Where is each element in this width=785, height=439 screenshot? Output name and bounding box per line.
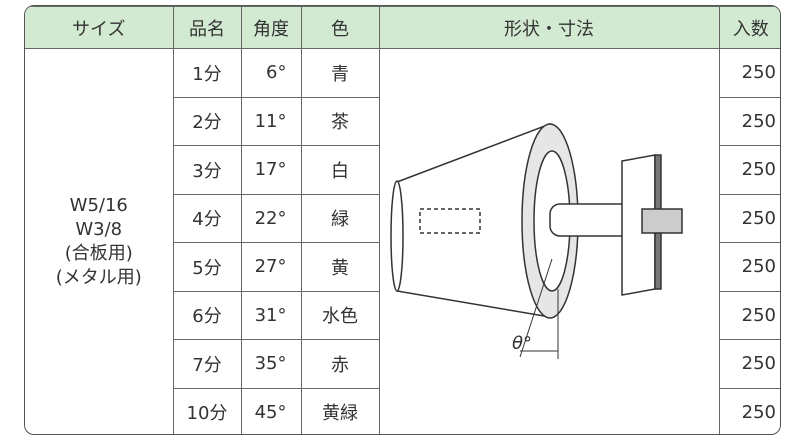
header-cell: 入数 [718, 6, 780, 49]
row: W5/16 W3/8 (合板用) (メタル用) 1分 6° 青 250 [25, 48, 780, 434]
color-cell: 水色 [300, 290, 380, 340]
size-cell: W5/16 W3/8 (合板用) (メタル用) [25, 48, 174, 434]
color-cell: 青 [300, 48, 380, 98]
row: 10分 45° 黄緑 250 [25, 387, 780, 434]
angle-cell: 35° [240, 339, 302, 389]
angle-cell: 17° [240, 145, 302, 195]
angle-cell: 27° [240, 242, 302, 292]
row: 5分 27° 黄 250 [25, 242, 780, 292]
size-line: (メタル用) [55, 267, 142, 289]
name-cell: 1分 [172, 48, 242, 98]
header-cell: サイズ [25, 6, 174, 49]
color-cell: 茶 [300, 96, 380, 146]
count-cell: 250 [718, 145, 780, 195]
count-cell: 250 [718, 48, 780, 98]
theta-label: θ° [512, 333, 533, 354]
name-cell: 2分 [173, 96, 242, 146]
row: 4分 22° 緑 250 [25, 193, 780, 243]
name-cell: 7分 [173, 339, 242, 389]
name-cell: 5分 [173, 242, 242, 292]
size-line: (合板用) [64, 243, 133, 265]
header-cell: 形状・寸法 [378, 6, 720, 49]
table: サイズ 品名 角度色形状・寸法 入数 W5/16 W3/8 (合板用) (メタル用) 1分 6° 青… [25, 6, 780, 434]
size-line: W5/16 [69, 195, 128, 217]
name-cell: 4分 [173, 193, 242, 243]
name-cell: 10分 [173, 387, 242, 434]
table-frame: サイズ 品名 角度色形状・寸法 入数 W5/16 W3/8 (合板用) (メタル用) 1分 6° 青… [24, 5, 781, 435]
color-cell: 赤 [300, 339, 380, 389]
count-cell: 250 [718, 193, 780, 243]
count-cell: 250 [718, 290, 780, 340]
row: 6分 31° 水色 250 [25, 290, 780, 340]
angle-cell: 31° [240, 290, 302, 340]
angle-cell: 11° [240, 96, 302, 146]
angle-cell: 6° [240, 48, 302, 98]
color-cell: 黄緑 [300, 387, 380, 434]
angle-cell: 45° [240, 387, 302, 434]
diagram [389, 123, 683, 360]
diagram-cell [378, 48, 720, 434]
color-cell: 緑 [300, 193, 380, 243]
count-cell: 250 [718, 387, 780, 434]
color-cell: 黄 [300, 242, 380, 292]
angle-cell: 22° [240, 193, 302, 243]
header-cell: 色 [300, 6, 380, 49]
count-cell: 250 [718, 96, 780, 146]
row: 3分 17° 白 250 [25, 145, 780, 195]
header-row: サイズ 品名 角度色形状・寸法 入数 [25, 6, 780, 49]
count-cell: 250 [718, 242, 780, 292]
row: 7分 35° 赤 250 [25, 339, 780, 389]
name-cell: 6分 [173, 290, 242, 340]
header-cell: 角度 [240, 6, 302, 49]
color-cell: 白 [300, 145, 380, 195]
size-line: W3/8 [75, 219, 123, 241]
header-cell: 品名 [172, 6, 242, 49]
count-cell: 250 [718, 339, 780, 389]
name-cell: 3分 [173, 145, 242, 195]
